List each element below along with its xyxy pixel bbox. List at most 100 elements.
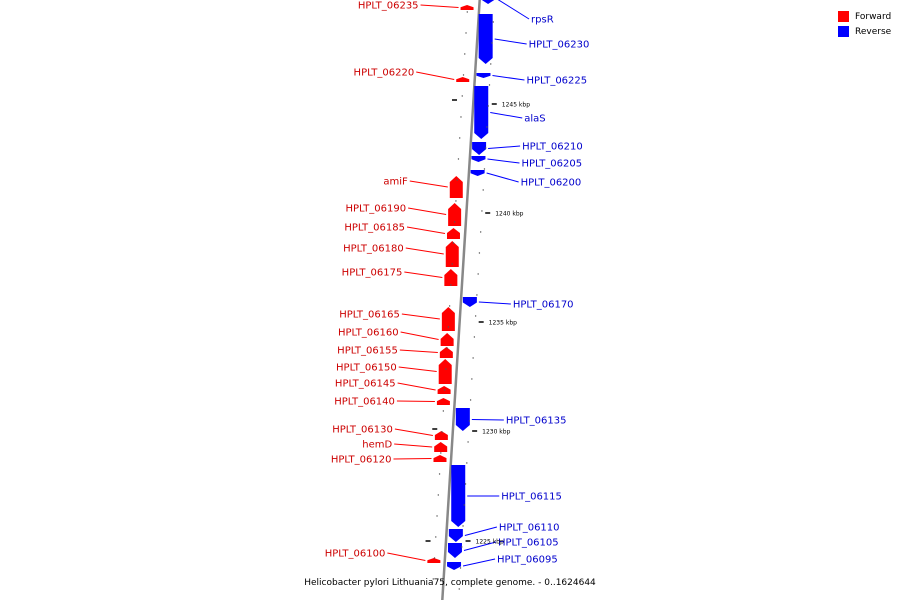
- reverse-gene-label: HPLT_06135: [506, 416, 567, 427]
- scale-tick-label: 1230 kbp: [482, 429, 510, 436]
- forward-gene-leader: [404, 271, 443, 278]
- forward-gene-label: HPLT_06100: [325, 549, 386, 560]
- reverse-gene-leader: [471, 419, 504, 421]
- forward-gene-leader: [399, 349, 438, 353]
- reverse-gene-label: HPLT_06200: [521, 178, 582, 189]
- forward-gene-leader: [416, 71, 455, 80]
- forward-gene-label: HPLT_06235: [358, 1, 419, 12]
- forward-gene-arrow: [460, 5, 474, 10]
- reverse-gene-label: HPLT_06095: [497, 555, 558, 566]
- minor-tick-dot: [456, 179, 458, 181]
- minor-tick-dot: [462, 525, 464, 527]
- forward-gene-leader: [401, 313, 440, 320]
- minor-tick-dot: [486, 126, 488, 128]
- reverse-gene-label: HPLT_06225: [526, 76, 587, 87]
- forward-gene-leader: [420, 4, 459, 8]
- forward-gene-leader: [397, 382, 436, 391]
- minor-tick-dot: [478, 252, 481, 254]
- forward-gene-arrow: [434, 442, 448, 452]
- minor-tick-dot: [474, 315, 477, 317]
- minor-tick-dot: [442, 410, 445, 412]
- forward-gene-label: HPLT_06165: [339, 310, 400, 321]
- forward-gene-leader: [406, 226, 446, 234]
- forward-gene-arrow: [439, 347, 453, 358]
- minor-tick-dot: [479, 231, 482, 233]
- reverse-gene-arrow: [476, 73, 491, 78]
- minor-tick-dot: [438, 473, 441, 475]
- forward-gene-leader: [393, 458, 432, 460]
- minor-tick-dot: [443, 389, 446, 391]
- reverse-gene-arrow: [478, 14, 493, 64]
- minor-tick-dot: [433, 557, 436, 559]
- legend-label-forward: Forward: [855, 11, 892, 22]
- minor-tick-dot: [452, 242, 455, 244]
- reverse-gene-leader: [487, 158, 520, 164]
- reverse-gene-leader: [492, 75, 525, 81]
- forward-gene-label: hemD: [362, 440, 392, 451]
- minor-tick-dot: [465, 32, 467, 34]
- forward-gene-label: HPLT_06155: [337, 346, 398, 357]
- reverse-gene-label: rpsR: [531, 15, 554, 26]
- reverse-gene-label: HPLT_06205: [521, 159, 582, 170]
- scale-tick-label: 1240 kbp: [495, 211, 523, 218]
- minor-tick-dot: [464, 53, 466, 55]
- forward-gene-label: HPLT_06185: [344, 223, 405, 234]
- reverse-gene-arrow: [471, 156, 486, 162]
- minor-tick-dot: [468, 420, 471, 422]
- minor-tick-dot: [453, 221, 456, 223]
- scale-tick-label: 1235 kbp: [489, 320, 517, 327]
- minor-tick-dot: [466, 11, 468, 13]
- forward-gene-label: HPLT_06220: [354, 68, 415, 79]
- minor-tick-dot: [463, 504, 465, 506]
- reverse-gene-label: HPLT_06170: [513, 300, 574, 311]
- forward-gene-arrow: [436, 398, 450, 405]
- minor-tick-dot: [481, 210, 483, 212]
- scale-tick-label: 1245 kbp: [502, 102, 530, 109]
- minor-tick-dot: [469, 399, 472, 401]
- minor-tick-dot: [464, 483, 467, 485]
- forward-gene-leader: [396, 400, 435, 402]
- forward-gene-arrow: [449, 176, 463, 198]
- minor-tick-dot: [461, 95, 463, 97]
- minor-tick-dot: [441, 431, 443, 433]
- minor-tick-dot: [436, 515, 438, 517]
- minor-tick-dot: [476, 294, 478, 296]
- minor-tick-dot: [457, 158, 460, 160]
- forward-gene-arrow: [433, 455, 447, 462]
- forward-gene-label: HPLT_06145: [335, 379, 396, 390]
- minor-tick-dot: [485, 147, 487, 149]
- reverse-gene-label: HPLT_06110: [499, 523, 560, 534]
- legend-label-reverse: Reverse: [855, 26, 892, 37]
- forward-gene-label: HPLT_06130: [332, 425, 393, 436]
- scale-tick-label: 1225 kbp: [476, 539, 504, 546]
- minor-tick-dot: [432, 578, 434, 580]
- minor-tick-dot: [471, 378, 473, 380]
- legend-item-forward: Forward: [838, 9, 891, 24]
- forward-swatch: [838, 11, 849, 22]
- reverse-gene-arrow: [472, 142, 487, 155]
- forward-gene-arrow: [445, 241, 459, 267]
- forward-gene-arrow: [448, 203, 462, 226]
- forward-gene-label: HPLT_06175: [342, 268, 403, 279]
- minor-tick-dot: [460, 116, 462, 118]
- forward-gene-leader: [398, 366, 437, 372]
- minor-tick-dot: [491, 42, 493, 44]
- minor-tick-dot: [440, 452, 442, 454]
- minor-tick-dot: [435, 536, 437, 538]
- minor-tick-dot: [467, 441, 469, 443]
- reverse-gene-leader: [490, 112, 523, 119]
- reverse-gene-leader: [462, 558, 496, 567]
- reverse-gene-label: HPLT_06210: [522, 142, 583, 153]
- reverse-gene-arrow: [448, 529, 463, 542]
- forward-gene-label: HPLT_06160: [338, 328, 399, 339]
- minor-tick-dot: [492, 21, 494, 23]
- forward-gene-label: HPLT_06190: [345, 204, 406, 215]
- forward-gene-leader: [394, 428, 433, 436]
- reverse-gene-label: alaS: [524, 114, 545, 125]
- legend-item-reverse: Reverse: [838, 24, 891, 39]
- minor-tick-dot: [459, 567, 462, 569]
- forward-gene-arrow: [441, 307, 455, 331]
- forward-gene-label: HPLT_06140: [334, 397, 395, 408]
- forward-gene-arrow: [427, 558, 441, 563]
